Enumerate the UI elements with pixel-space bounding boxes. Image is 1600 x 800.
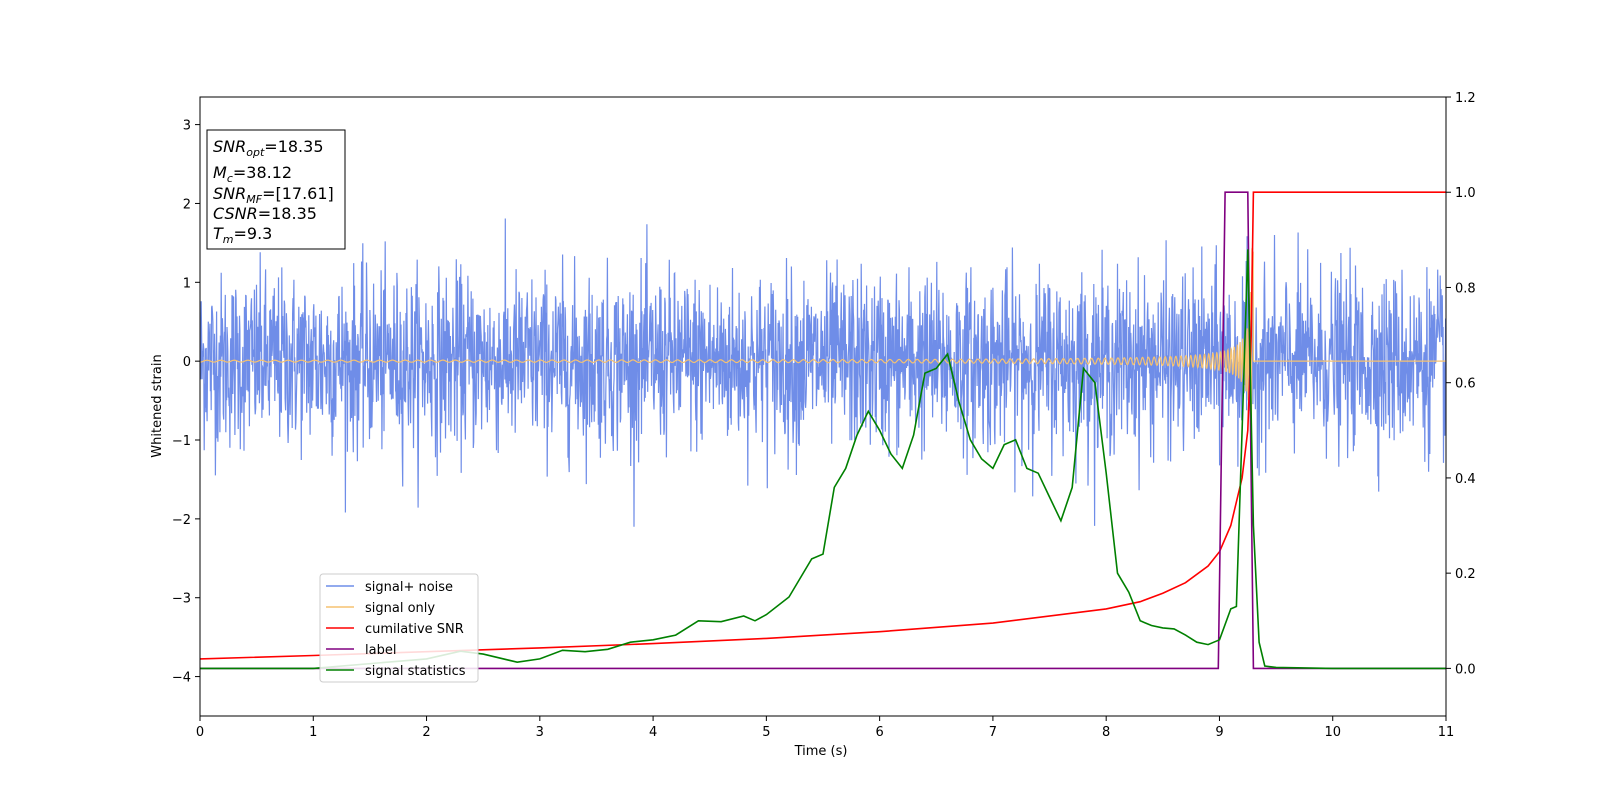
series-signal-statistics-line [200,249,1446,670]
series-signal-plus-noise [200,218,1446,527]
legend-label-3: label [365,643,396,658]
y-left-tick-label-7: 3 [183,119,191,134]
y-right-axis-ticks: 0.0 0.2 0.4 0.6 0.8 1.0 1.2 [1446,91,1476,677]
y-left-tick-label-6: 2 [183,197,191,212]
x-tick-label-4: 4 [649,725,657,740]
y-left-tick-label-2: −2 [172,513,191,528]
x-tick-label-5: 5 [762,725,770,740]
info-snr-mf: SNRMF=[17.61] [213,184,334,206]
series-cumilative-snr-line [200,191,1446,660]
info-box-frame [206,129,346,250]
plot-frame [199,96,1447,717]
y-right-tick-label-1: 0.2 [1455,567,1476,582]
y-right-tick-label-5: 1.0 [1455,186,1476,201]
y-left-axis-ticks: −4 −3 −2 −1 0 1 2 3 [172,119,200,686]
y-axis-label: Whitened strain [150,354,165,457]
y-right-tick-label-6: 1.2 [1455,91,1476,106]
y-left-tick-label-0: −4 [172,671,191,686]
x-tick-label-2: 2 [422,725,430,740]
signal-only-line [200,248,1446,447]
x-tick-label-8: 8 [1102,725,1110,740]
legend-label-4: signal statistics [365,664,466,679]
x-tick-label-6: 6 [875,725,883,740]
signal-plus-noise-line [200,218,1446,527]
x-axis-label: Time (s) [794,744,848,759]
legend-frame [319,573,479,683]
x-tick-label-10: 10 [1324,725,1341,740]
series-signal-only [200,248,1446,447]
x-axis-ticks: 0 1 2 3 4 5 6 7 8 9 10 11 [196,716,1454,740]
right-axis-series [200,191,1446,670]
legend: signal+ noise signal only cumilative SNR la… [319,573,479,683]
info-box: SNRopt=18.35 Mc=38.12 SNRMF=[17.61] CSNR… [206,129,346,250]
x-tick-label-7: 7 [989,725,997,740]
x-tick-label-3: 3 [536,725,544,740]
x-tick-label-0: 0 [196,725,204,740]
y-left-tick-label-3: −1 [172,434,191,449]
y-right-tick-label-3: 0.6 [1455,377,1476,392]
legend-label-2: cumilative SNR [365,622,464,637]
x-tick-label-1: 1 [309,725,317,740]
legend-label-1: signal only [365,601,435,616]
series-label-line [200,191,1446,670]
y-right-tick-label-2: 0.4 [1455,472,1476,487]
x-tick-label-9: 9 [1215,725,1223,740]
y-left-tick-label-5: 1 [183,276,191,291]
info-csnr: CSNR=18.35 [213,204,317,223]
y-left-tick-label-1: −3 [172,592,191,607]
x-tick-label-11: 11 [1438,725,1455,740]
y-right-tick-label-4: 0.8 [1455,281,1476,296]
y-right-tick-label-0: 0.0 [1455,662,1476,677]
legend-label-0: signal+ noise [365,580,453,595]
info-snr-opt: SNRopt=18.35 [213,137,324,159]
info-tm: Tm=9.3 [213,224,272,246]
info-mc: Mc=38.12 [213,163,292,185]
y-left-tick-label-4: 0 [183,355,191,370]
